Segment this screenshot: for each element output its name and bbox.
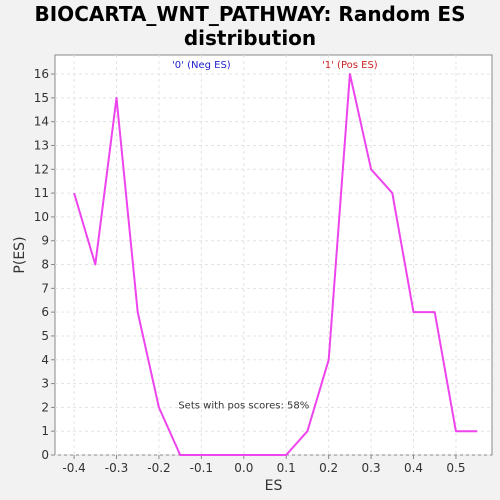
x-tick-label: -0.1	[190, 461, 213, 475]
y-tick-label: 3	[41, 377, 49, 391]
y-tick-label: 16	[34, 67, 49, 81]
y-tick-label: 4	[41, 353, 49, 367]
y-tick-label: 10	[34, 210, 49, 224]
y-tick-label: 2	[41, 400, 49, 414]
x-tick-label: -0.4	[62, 461, 85, 475]
x-tick-label: -0.3	[105, 461, 128, 475]
y-tick-label: 7	[41, 281, 49, 295]
y-tick-label: 8	[41, 258, 49, 272]
x-tick-label: 0.4	[404, 461, 423, 475]
series-line	[73, 73, 478, 456]
pos-scores-annotation: Sets with pos scores: 58%	[178, 401, 309, 412]
chart-title-line2: distribution	[183, 26, 317, 50]
plot-area	[54, 54, 493, 456]
y-tick-label: 13	[34, 138, 49, 152]
y-tick-label: 1	[41, 424, 49, 438]
y-tick-label: 6	[41, 305, 49, 319]
pos-es-label: '1' (Pos ES)	[322, 60, 378, 71]
series-group	[73, 73, 478, 456]
chart-title-line1: BIOCARTA_WNT_PATHWAY: Random ES	[34, 2, 466, 26]
y-tick-label: 14	[34, 115, 49, 129]
y-axis-label: P(ES)	[12, 236, 28, 273]
x-tick-label: 0.5	[446, 461, 465, 475]
y-tick-label: 5	[41, 329, 49, 343]
y-tick-label: 9	[41, 234, 49, 248]
neg-es-label: '0' (Neg ES)	[172, 60, 231, 71]
x-tick-label: -0.2	[147, 461, 170, 475]
x-axis-label: ES	[265, 478, 283, 494]
y-tick-label: 15	[34, 91, 49, 105]
y-tick-label: 12	[34, 162, 49, 176]
y-tick-label: 0	[41, 448, 49, 462]
x-tick-label: 0.1	[277, 461, 296, 475]
x-tick-label: 0.0	[234, 461, 253, 475]
y-tick-label: 11	[34, 186, 49, 200]
x-tick-label: 0.2	[319, 461, 338, 475]
chart-title: BIOCARTA_WNT_PATHWAY: Random ES distribu…	[0, 2, 500, 50]
x-tick-label: 0.3	[362, 461, 381, 475]
